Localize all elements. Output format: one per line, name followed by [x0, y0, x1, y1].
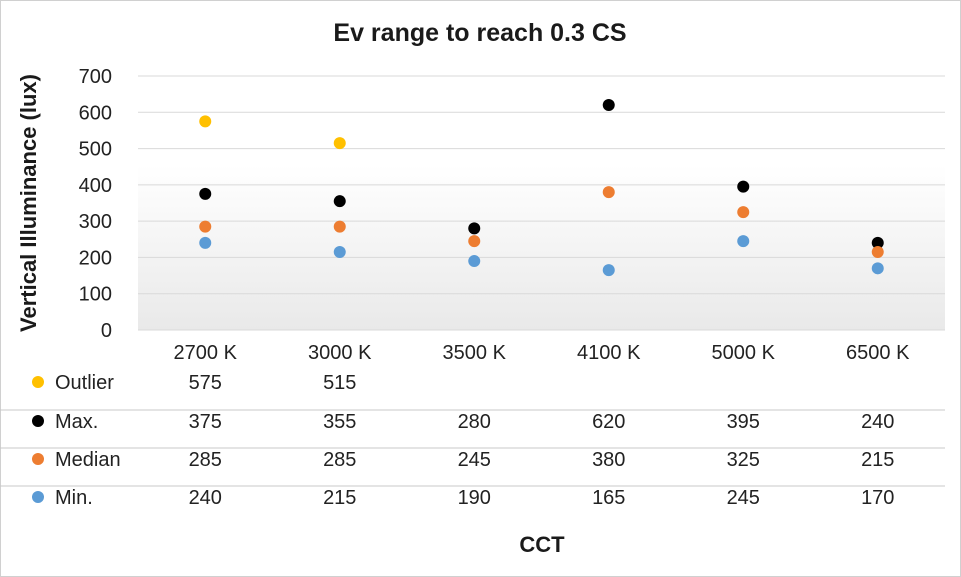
- y-tick-label: 200: [79, 247, 112, 269]
- data-label: 355: [323, 411, 356, 433]
- data-point: [602, 264, 615, 277]
- data-label: 325: [727, 449, 760, 471]
- legend-marker: [32, 491, 44, 503]
- data-label: 170: [861, 487, 894, 509]
- data-point: [737, 180, 750, 193]
- data-point: [602, 99, 615, 112]
- data-point: [199, 220, 212, 233]
- x-tick-label: 3500 K: [443, 342, 507, 364]
- legend-entry: Median: [55, 449, 121, 471]
- x-tick-label: 2700 K: [174, 342, 238, 364]
- x-tick-label: 4100 K: [577, 342, 641, 364]
- x-axis-title: CCT: [519, 532, 565, 557]
- data-label: 215: [861, 449, 894, 471]
- data-point: [468, 235, 481, 248]
- data-label: 190: [458, 487, 491, 509]
- chart-title: Ev range to reach 0.3 CS: [333, 19, 626, 47]
- legend-entry: Max.: [55, 411, 98, 433]
- legend-marker: [32, 415, 44, 427]
- data-point: [737, 235, 750, 248]
- data-label: 240: [189, 487, 222, 509]
- legend-marker: [32, 453, 44, 465]
- data-label: 285: [189, 449, 222, 471]
- data-point: [737, 206, 750, 219]
- data-point: [871, 262, 884, 275]
- data-label: 240: [861, 411, 894, 433]
- x-tick-label: 3000 K: [308, 342, 372, 364]
- data-label: 245: [458, 449, 491, 471]
- data-label: 620: [592, 411, 625, 433]
- data-point: [871, 245, 884, 258]
- legend-entry: Min.: [55, 487, 93, 509]
- y-tick-label: 500: [79, 139, 112, 161]
- data-label: 380: [592, 449, 625, 471]
- data-point: [333, 245, 346, 258]
- y-tick-label: 700: [79, 66, 112, 88]
- gridlines: [138, 75, 945, 331]
- data-point: [199, 236, 212, 249]
- data-point: [333, 195, 346, 208]
- data-label: 395: [727, 411, 760, 433]
- legend-entry: Outlier: [55, 372, 114, 394]
- data-point: [333, 220, 346, 233]
- data-label: 215: [323, 487, 356, 509]
- y-tick-label: 400: [79, 175, 112, 197]
- data-point: [468, 255, 481, 268]
- x-tick-label: 5000 K: [712, 342, 776, 364]
- y-tick-label: 300: [79, 211, 112, 233]
- x-tick-label: 6500 K: [846, 342, 910, 364]
- data-label: 285: [323, 449, 356, 471]
- data-point: [602, 186, 615, 199]
- data-label: 245: [727, 487, 760, 509]
- y-tick-label: 0: [101, 320, 112, 342]
- y-axis-ticks: 0 100 200 300 400 500 600 700: [79, 66, 112, 342]
- y-axis-title: Vertical Illuminance (lux): [16, 74, 41, 332]
- legend-marker: [32, 376, 44, 388]
- data-points: [199, 99, 884, 277]
- data-label: 280: [458, 411, 491, 433]
- y-tick-label: 600: [79, 102, 112, 124]
- x-axis-ticks: 2700 K 3000 K 3500 K 4100 K 5000 K 6500 K: [174, 342, 911, 364]
- plot-area: [138, 76, 945, 330]
- data-point: [871, 236, 884, 249]
- data-label: 375: [189, 411, 222, 433]
- data-point: [199, 187, 212, 200]
- data-table: Outlier 575 515 Max. 375 355 280 620 395 240 Media…: [0, 372, 945, 509]
- data-point: [468, 222, 481, 235]
- data-point: [199, 115, 212, 128]
- data-label: 575: [189, 372, 222, 394]
- data-point: [333, 137, 346, 150]
- data-label: 165: [592, 487, 625, 509]
- data-label: 515: [323, 372, 356, 394]
- y-tick-label: 100: [79, 284, 112, 306]
